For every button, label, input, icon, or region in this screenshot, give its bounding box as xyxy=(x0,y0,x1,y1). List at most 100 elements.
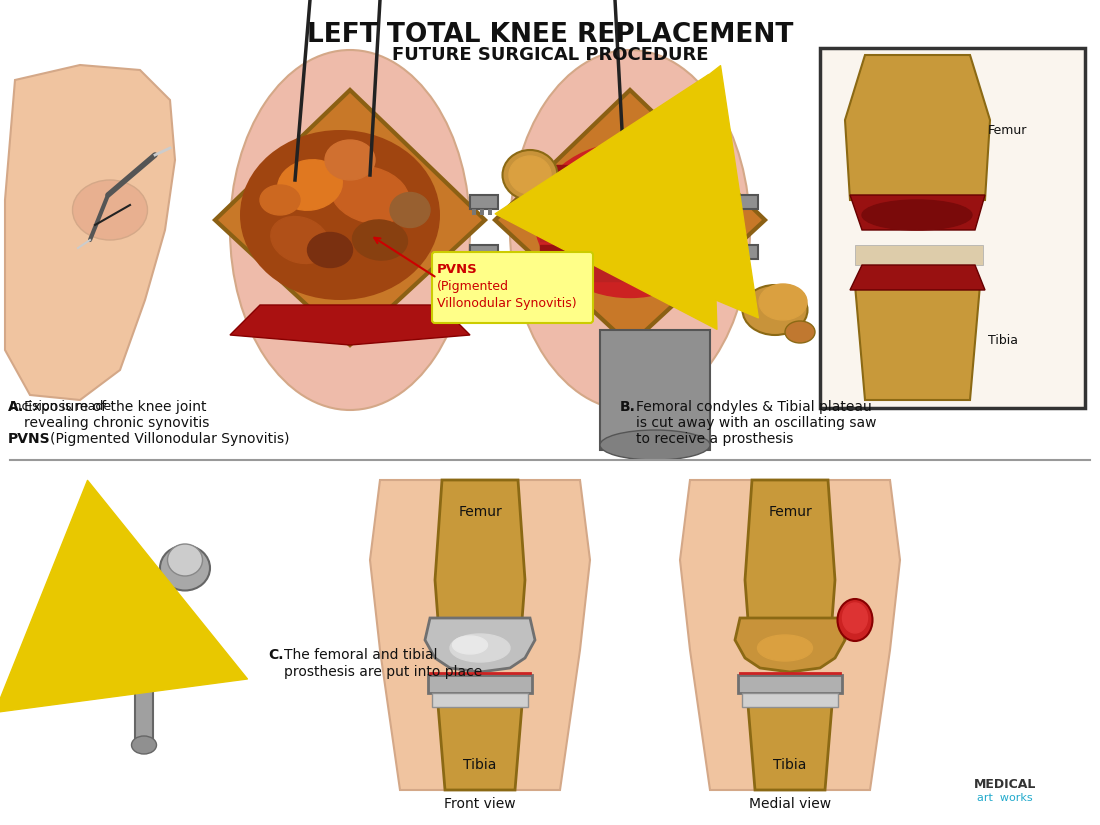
Bar xyxy=(480,209,484,215)
Polygon shape xyxy=(680,480,900,790)
Text: Exposure of the knee joint: Exposure of the knee joint xyxy=(24,400,207,414)
Polygon shape xyxy=(850,265,984,290)
Bar xyxy=(540,205,720,221)
Ellipse shape xyxy=(132,736,156,754)
Bar xyxy=(470,195,498,209)
Polygon shape xyxy=(438,705,522,790)
Polygon shape xyxy=(748,705,832,790)
Text: Incision is made: Incision is made xyxy=(10,400,111,413)
Text: Femur: Femur xyxy=(458,505,502,519)
Ellipse shape xyxy=(277,160,342,210)
Polygon shape xyxy=(434,480,525,620)
Text: A.: A. xyxy=(8,400,24,414)
Polygon shape xyxy=(745,480,835,620)
Ellipse shape xyxy=(452,636,487,654)
Ellipse shape xyxy=(862,200,972,230)
Bar xyxy=(540,225,720,241)
Ellipse shape xyxy=(91,541,139,579)
Polygon shape xyxy=(230,305,470,345)
Ellipse shape xyxy=(759,284,807,320)
Ellipse shape xyxy=(758,635,813,661)
Polygon shape xyxy=(370,480,590,790)
Text: (Pigmented: (Pigmented xyxy=(437,280,509,293)
Ellipse shape xyxy=(503,150,558,200)
Bar xyxy=(480,259,484,265)
Text: Femur: Femur xyxy=(988,124,1027,136)
Text: is cut away with an oscillating saw: is cut away with an oscillating saw xyxy=(636,416,877,430)
Bar xyxy=(540,265,720,281)
Bar xyxy=(488,209,492,215)
Text: Villonodular Synovitis): Villonodular Synovitis) xyxy=(437,297,576,310)
Bar xyxy=(540,245,720,261)
Ellipse shape xyxy=(271,216,329,263)
Polygon shape xyxy=(850,195,984,230)
Ellipse shape xyxy=(510,50,750,410)
Bar xyxy=(738,675,842,693)
Bar xyxy=(600,330,710,450)
Bar xyxy=(855,245,983,265)
Ellipse shape xyxy=(535,143,725,298)
Polygon shape xyxy=(425,618,535,672)
Bar xyxy=(540,185,720,201)
Text: PVNS: PVNS xyxy=(8,432,51,446)
Text: art  works: art works xyxy=(977,793,1033,803)
Ellipse shape xyxy=(73,180,147,240)
Text: C.: C. xyxy=(268,648,284,662)
Text: to receive a prosthesis: to receive a prosthesis xyxy=(636,432,793,446)
Text: Femoral condyles & Tibial plateau: Femoral condyles & Tibial plateau xyxy=(636,400,871,414)
Ellipse shape xyxy=(230,50,470,410)
Bar xyxy=(820,48,1085,408)
Text: B.: B. xyxy=(620,400,636,414)
Ellipse shape xyxy=(450,634,510,662)
Bar xyxy=(472,209,476,215)
Ellipse shape xyxy=(837,599,872,641)
Text: PVNS: PVNS xyxy=(437,263,477,276)
Bar xyxy=(730,195,758,209)
Text: Medial view: Medial view xyxy=(749,797,832,811)
Text: prosthesis are put into place: prosthesis are put into place xyxy=(284,665,482,679)
Text: Femur: Femur xyxy=(768,505,812,519)
Ellipse shape xyxy=(240,130,440,300)
Text: FUTURE SURGICAL PROCEDURE: FUTURE SURGICAL PROCEDURE xyxy=(392,46,708,64)
Bar xyxy=(428,675,532,693)
Ellipse shape xyxy=(390,192,430,228)
Ellipse shape xyxy=(600,430,710,460)
Bar xyxy=(472,259,476,265)
Polygon shape xyxy=(735,618,845,672)
Bar xyxy=(730,245,758,259)
Bar xyxy=(432,693,528,707)
Ellipse shape xyxy=(167,544,202,576)
Bar xyxy=(742,693,838,707)
Text: (Pigmented Villonodular Synovitis): (Pigmented Villonodular Synovitis) xyxy=(50,432,289,446)
Ellipse shape xyxy=(160,545,210,591)
Bar xyxy=(470,245,498,259)
Bar xyxy=(488,259,492,265)
Text: Tibia: Tibia xyxy=(773,758,806,772)
Ellipse shape xyxy=(308,233,352,267)
Ellipse shape xyxy=(509,156,551,194)
Polygon shape xyxy=(495,90,764,345)
Ellipse shape xyxy=(324,140,375,180)
Polygon shape xyxy=(855,285,980,400)
Ellipse shape xyxy=(785,321,815,343)
Text: LEFT TOTAL KNEE REPLACEMENT: LEFT TOTAL KNEE REPLACEMENT xyxy=(307,22,793,48)
Ellipse shape xyxy=(742,285,807,335)
Text: Tibia: Tibia xyxy=(988,333,1018,346)
Bar xyxy=(540,165,720,183)
FancyBboxPatch shape xyxy=(432,252,593,323)
Text: Front view: Front view xyxy=(444,797,516,811)
FancyBboxPatch shape xyxy=(78,633,202,659)
Polygon shape xyxy=(845,55,990,200)
Ellipse shape xyxy=(331,167,409,224)
Bar xyxy=(135,675,153,745)
Polygon shape xyxy=(6,65,175,400)
Text: The femoral and tibial: The femoral and tibial xyxy=(284,648,438,662)
Text: Tibia: Tibia xyxy=(463,758,497,772)
Ellipse shape xyxy=(260,185,300,215)
Ellipse shape xyxy=(843,603,868,633)
FancyBboxPatch shape xyxy=(89,656,182,676)
Text: revealing chronic synovitis: revealing chronic synovitis xyxy=(24,416,209,430)
Text: MEDICAL: MEDICAL xyxy=(974,778,1036,791)
Ellipse shape xyxy=(352,220,407,260)
Polygon shape xyxy=(214,90,485,345)
